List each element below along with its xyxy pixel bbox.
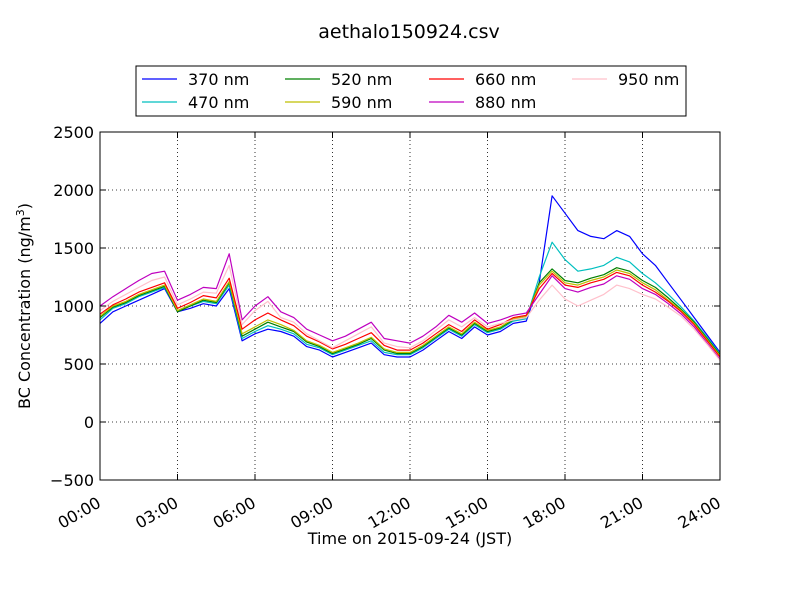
legend-item: 470 nm [142,93,249,112]
x-tick-label: 09:00 [287,493,336,533]
series-line-590-nm [99,269,721,357]
legend-item: 370 nm [142,70,249,89]
y-tick-label: 0 [84,413,94,432]
y-tick-label: 2500 [53,123,94,142]
legend-item: 520 nm [285,70,392,89]
legend-label: 590 nm [331,93,392,112]
x-tick-label: 12:00 [365,493,414,533]
y-axis-label: BC Concentration (ng/m3) [14,203,34,409]
legend-box [135,65,687,117]
y-axis-label-end: ) [15,203,34,209]
x-tick-label: 21:00 [597,493,646,533]
legend-item: 660 nm [429,70,536,89]
legend-item: 880 nm [429,93,536,112]
x-tick-label: 15:00 [442,493,491,533]
x-tick-label: 24:00 [675,493,724,533]
legend-label: 950 nm [618,70,679,89]
legend-item: 950 nm [572,70,679,89]
chart-title: aethalo150924.csv [318,21,500,43]
y-tick-label: 1000 [53,297,94,316]
y-tick-label: 500 [63,355,94,374]
series-line-880-nm [99,253,721,360]
series-line-470-nm [99,241,721,356]
series-layer [99,195,721,361]
y-tick-label: 2000 [53,181,94,200]
y-tick-label: 1500 [53,239,94,258]
ticks: −500 0 500 1000 1500 2000 2500 00:00 03:00 06:00 0… [50,123,724,533]
legend-label: 660 nm [475,70,536,89]
series-line-520-nm [99,267,721,356]
x-tick-label: 03:00 [132,493,181,533]
y-axis-label-sup: 3 [14,209,27,216]
legend-label: 470 nm [188,93,249,112]
y-axis-label-main: BC Concentration (ng/m [15,216,34,409]
series-line-370-nm [99,195,721,358]
grid [100,132,720,480]
series-line-950-nm [99,264,721,361]
legend: 370 nm 470 nm 520 nm 590 nm 660 nm 880 nm 950 … [135,65,687,117]
x-tick-label: 06:00 [210,493,259,533]
legend-label: 880 nm [475,93,536,112]
x-tick-label: 18:00 [520,493,569,533]
x-tick-label: 00:00 [55,493,104,533]
y-tick-label: −500 [50,471,94,490]
x-axis-label: Time on 2015-09-24 (JST) [307,529,512,548]
legend-label: 370 nm [188,70,249,89]
legend-label: 520 nm [331,70,392,89]
series-line-660-nm [99,271,721,358]
legend-item: 590 nm [285,93,392,112]
